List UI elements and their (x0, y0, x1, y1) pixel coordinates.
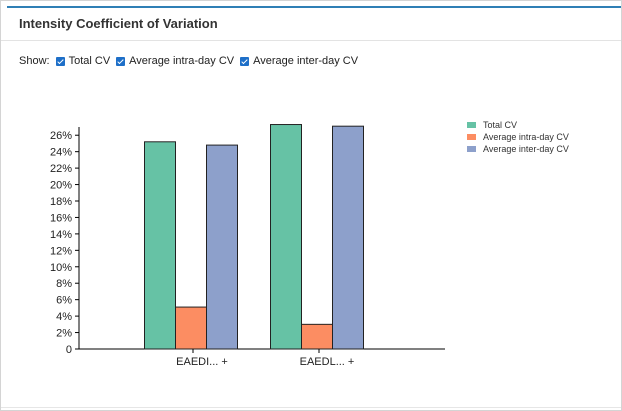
legend-swatch (467, 146, 476, 152)
y-tick-label: 6% (56, 295, 72, 307)
y-tick-label: 0 (66, 344, 72, 356)
y-tick-label: 10% (50, 262, 72, 274)
bar (332, 125, 364, 350)
legend-label: Average intra-day CV (483, 132, 569, 142)
x-tick-label: EAEDL... + (300, 356, 355, 368)
y-tick-label: 16% (50, 212, 72, 224)
checkbox-intra-day-cv[interactable]: Average intra-day CV (116, 55, 234, 67)
panel-header: Intensity Coefficient of Variation (1, 8, 621, 41)
checkbox-checked-icon[interactable] (116, 56, 126, 66)
y-tick-label: 20% (50, 180, 72, 192)
bar (144, 141, 176, 350)
checkbox-label: Total CV (68, 55, 111, 67)
y-tick-label: 8% (56, 278, 72, 290)
legend-label: Total CV (483, 120, 517, 130)
bar (175, 306, 207, 350)
y-tick-label: 12% (50, 245, 72, 257)
x-tick-label: EAEDI... + (176, 356, 228, 368)
legend-swatch (467, 134, 476, 140)
panel-bottom-divider (1, 407, 621, 408)
series-toggle-controls: Show: Total CV Average intra-day CV Aver… (19, 54, 364, 68)
checkbox-checked-icon[interactable] (55, 56, 65, 66)
panel-title: Intensity Coefficient of Variation (19, 16, 218, 31)
y-tick-label: 24% (50, 147, 72, 159)
bar (270, 124, 302, 350)
y-tick-label: 22% (50, 163, 72, 175)
checkbox-inter-day-cv[interactable]: Average inter-day CV (240, 55, 358, 67)
checkbox-checked-icon[interactable] (240, 56, 250, 66)
show-label: Show: (19, 55, 50, 67)
checkbox-label: Average intra-day CV (129, 55, 235, 67)
y-tick-label: 18% (50, 196, 72, 208)
legend-label: Average inter-day CV (483, 144, 569, 154)
panel-accent-line (7, 6, 621, 8)
y-tick-label: 2% (56, 328, 72, 340)
y-tick-label: 26% (50, 130, 72, 142)
legend-swatch (467, 122, 476, 128)
checkbox-label: Average inter-day CV (253, 55, 359, 67)
y-tick-label: 14% (50, 229, 72, 241)
checkbox-total-cv[interactable]: Total CV (55, 55, 111, 67)
bar (301, 323, 333, 350)
bar (206, 144, 238, 350)
y-tick-label: 4% (56, 311, 72, 323)
